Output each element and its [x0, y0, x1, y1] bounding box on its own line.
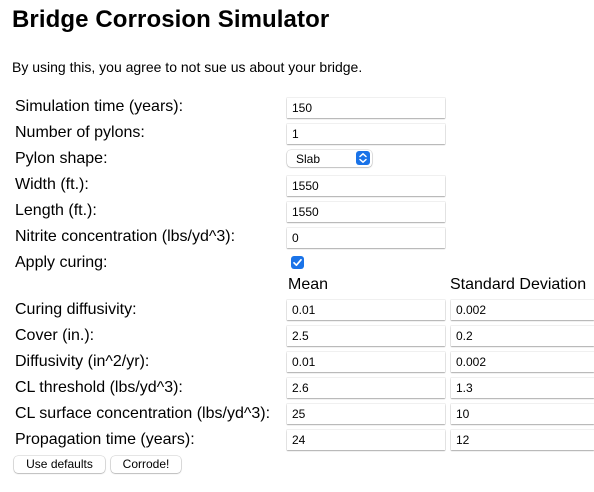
- width-input[interactable]: [287, 176, 445, 196]
- cl-threshold-std-input[interactable]: [451, 378, 594, 398]
- cover-std-input[interactable]: [451, 326, 594, 346]
- chevron-updown-icon: [356, 151, 370, 165]
- cover-label: Cover (in.):: [15, 327, 95, 344]
- length-label: Length (ft.):: [15, 202, 97, 219]
- pylon-shape-select[interactable]: Slab: [287, 150, 372, 167]
- curing-diffusivity-label: Curing diffusivity:: [15, 301, 137, 318]
- checkmark-icon: [293, 258, 302, 267]
- cl-threshold-mean-input[interactable]: [287, 378, 445, 398]
- curing-label: Apply curing:: [15, 254, 108, 271]
- cl-surface-label: CL surface concentration (lbs/yd^3):: [15, 405, 271, 422]
- propagation-std-input[interactable]: [451, 430, 594, 450]
- pylon-shape-label: Pylon shape:: [15, 150, 108, 167]
- cl-threshold-label: CL threshold (lbs/yd^3):: [15, 379, 183, 396]
- mean-column-header: Mean: [288, 276, 329, 293]
- cl-surface-mean-input[interactable]: [287, 404, 445, 424]
- propagation-label: Propagation time (years):: [15, 431, 195, 448]
- diffusivity-label: Diffusivity (in^2/yr):: [15, 353, 150, 370]
- curing-diffusivity-std-input[interactable]: [451, 300, 594, 320]
- sim-time-input[interactable]: [287, 98, 445, 118]
- corrode-button[interactable]: Corrode!: [111, 456, 181, 473]
- curing-diffusivity-mean-input[interactable]: [287, 300, 445, 320]
- use-defaults-button[interactable]: Use defaults: [14, 456, 105, 473]
- pylons-input[interactable]: [287, 124, 445, 144]
- apply-curing-checkbox[interactable]: [291, 256, 304, 269]
- width-label: Width (ft.):: [15, 176, 89, 193]
- sim-time-label: Simulation time (years):: [15, 98, 184, 115]
- diffusivity-std-input[interactable]: [451, 352, 594, 372]
- cl-surface-std-input[interactable]: [451, 404, 594, 424]
- disclaimer-text: By using this, you agree to not sue us a…: [12, 59, 363, 75]
- nitrite-label: Nitrite concentration (lbs/yd^3):: [15, 228, 236, 245]
- nitrite-input[interactable]: [287, 228, 445, 248]
- std-column-header: Standard Deviation: [450, 276, 587, 293]
- length-input[interactable]: [287, 202, 445, 222]
- page-title: Bridge Corrosion Simulator: [12, 6, 330, 33]
- pylons-label: Number of pylons:: [15, 124, 145, 141]
- pylon-shape-value: Slab: [296, 152, 321, 166]
- propagation-mean-input[interactable]: [287, 430, 445, 450]
- cover-mean-input[interactable]: [287, 326, 445, 346]
- diffusivity-mean-input[interactable]: [287, 352, 445, 372]
